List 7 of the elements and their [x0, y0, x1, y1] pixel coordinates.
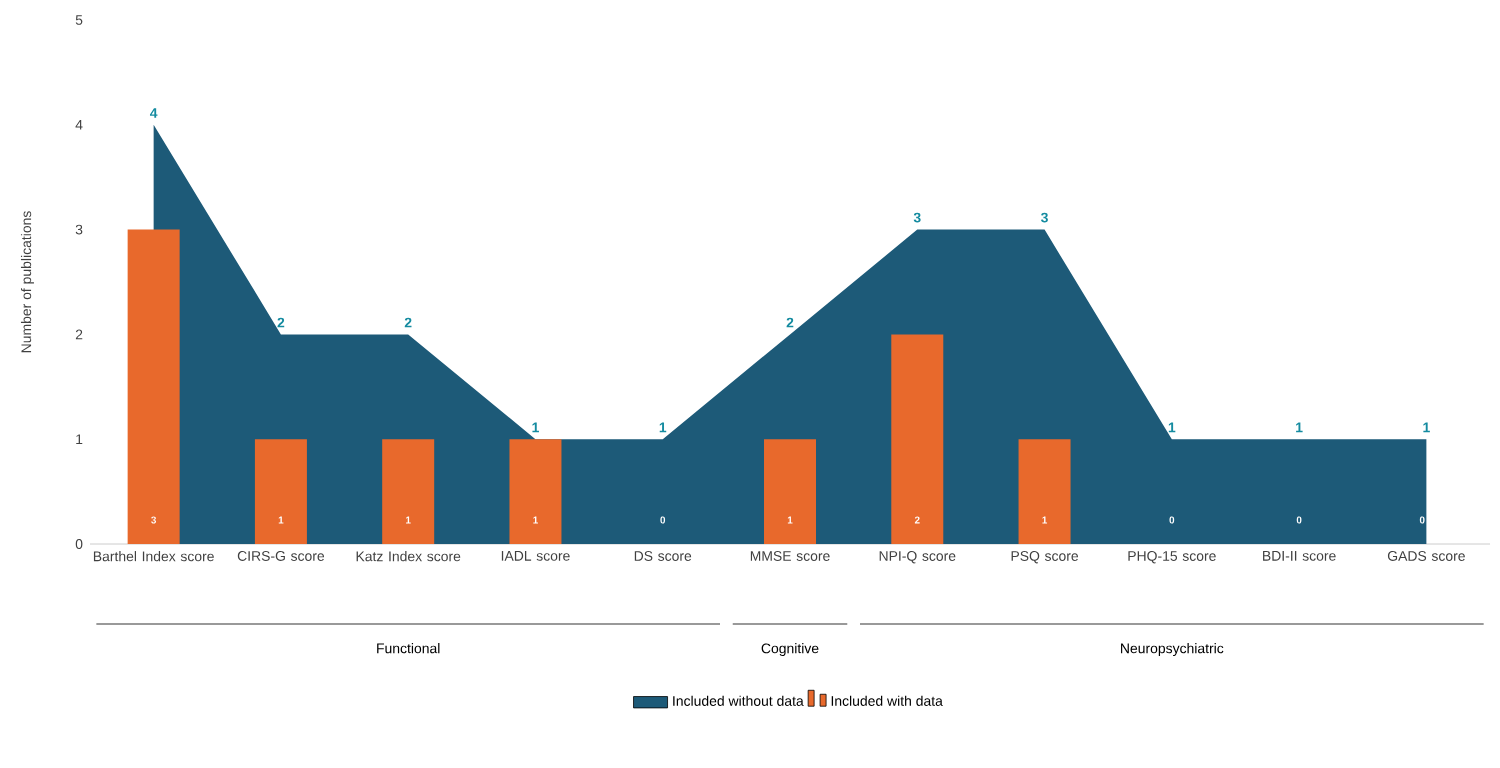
bar [1018, 439, 1071, 544]
bar [382, 439, 435, 544]
bar [127, 229, 180, 544]
bar [254, 439, 307, 544]
bar [764, 439, 817, 544]
bar [891, 334, 944, 544]
bar [509, 439, 562, 544]
